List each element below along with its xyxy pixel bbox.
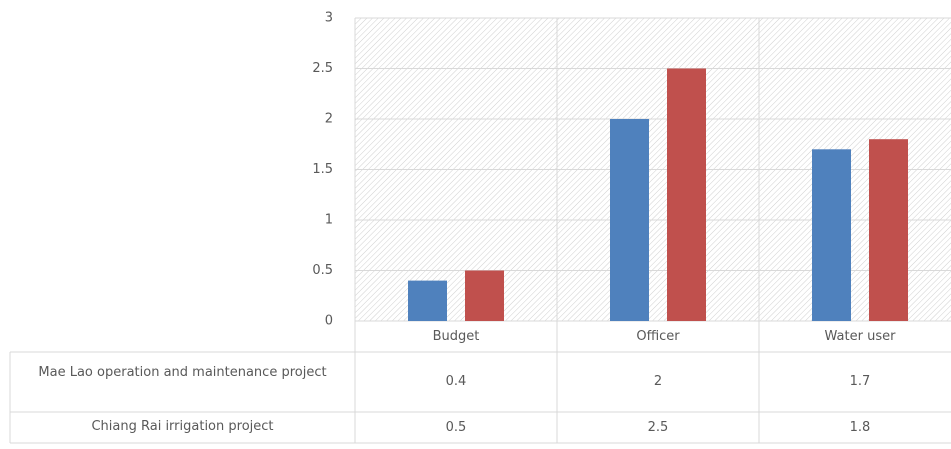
y-tick-label: 2 xyxy=(325,112,333,127)
table-value: 2.5 xyxy=(647,419,669,435)
legend-label: Mae Lao operation and maintenance projec… xyxy=(38,365,327,380)
y-tick-label: 1 xyxy=(325,213,333,228)
y-tick-label: 3 xyxy=(325,11,333,26)
bar xyxy=(465,270,504,321)
bar xyxy=(812,149,851,321)
y-tick-label: 0 xyxy=(325,314,333,329)
table-value: 2 xyxy=(653,374,663,389)
y-tick-label: 1.5 xyxy=(312,162,333,177)
bar xyxy=(667,68,706,321)
bar xyxy=(610,119,649,321)
y-tick-label: 2.5 xyxy=(312,61,333,76)
table-value: 0.5 xyxy=(445,419,467,435)
x-tick-label: Water user xyxy=(824,328,896,344)
table-value: 1.7 xyxy=(849,374,871,389)
legend-label: Chiang Rai irrigation project xyxy=(91,419,274,434)
y-tick-label: 0.5 xyxy=(312,263,333,278)
x-tick-label: Budget xyxy=(432,328,480,344)
bar xyxy=(408,280,447,321)
legend-entry: Mae Lao operation and maintenance projec… xyxy=(10,352,355,412)
x-tick-label: Officer xyxy=(636,328,680,344)
table-value: 1.8 xyxy=(849,419,871,435)
table-value: 0.4 xyxy=(445,374,467,389)
legend-entry: Chiang Rai irrigation project xyxy=(10,412,355,443)
bar xyxy=(869,139,908,321)
